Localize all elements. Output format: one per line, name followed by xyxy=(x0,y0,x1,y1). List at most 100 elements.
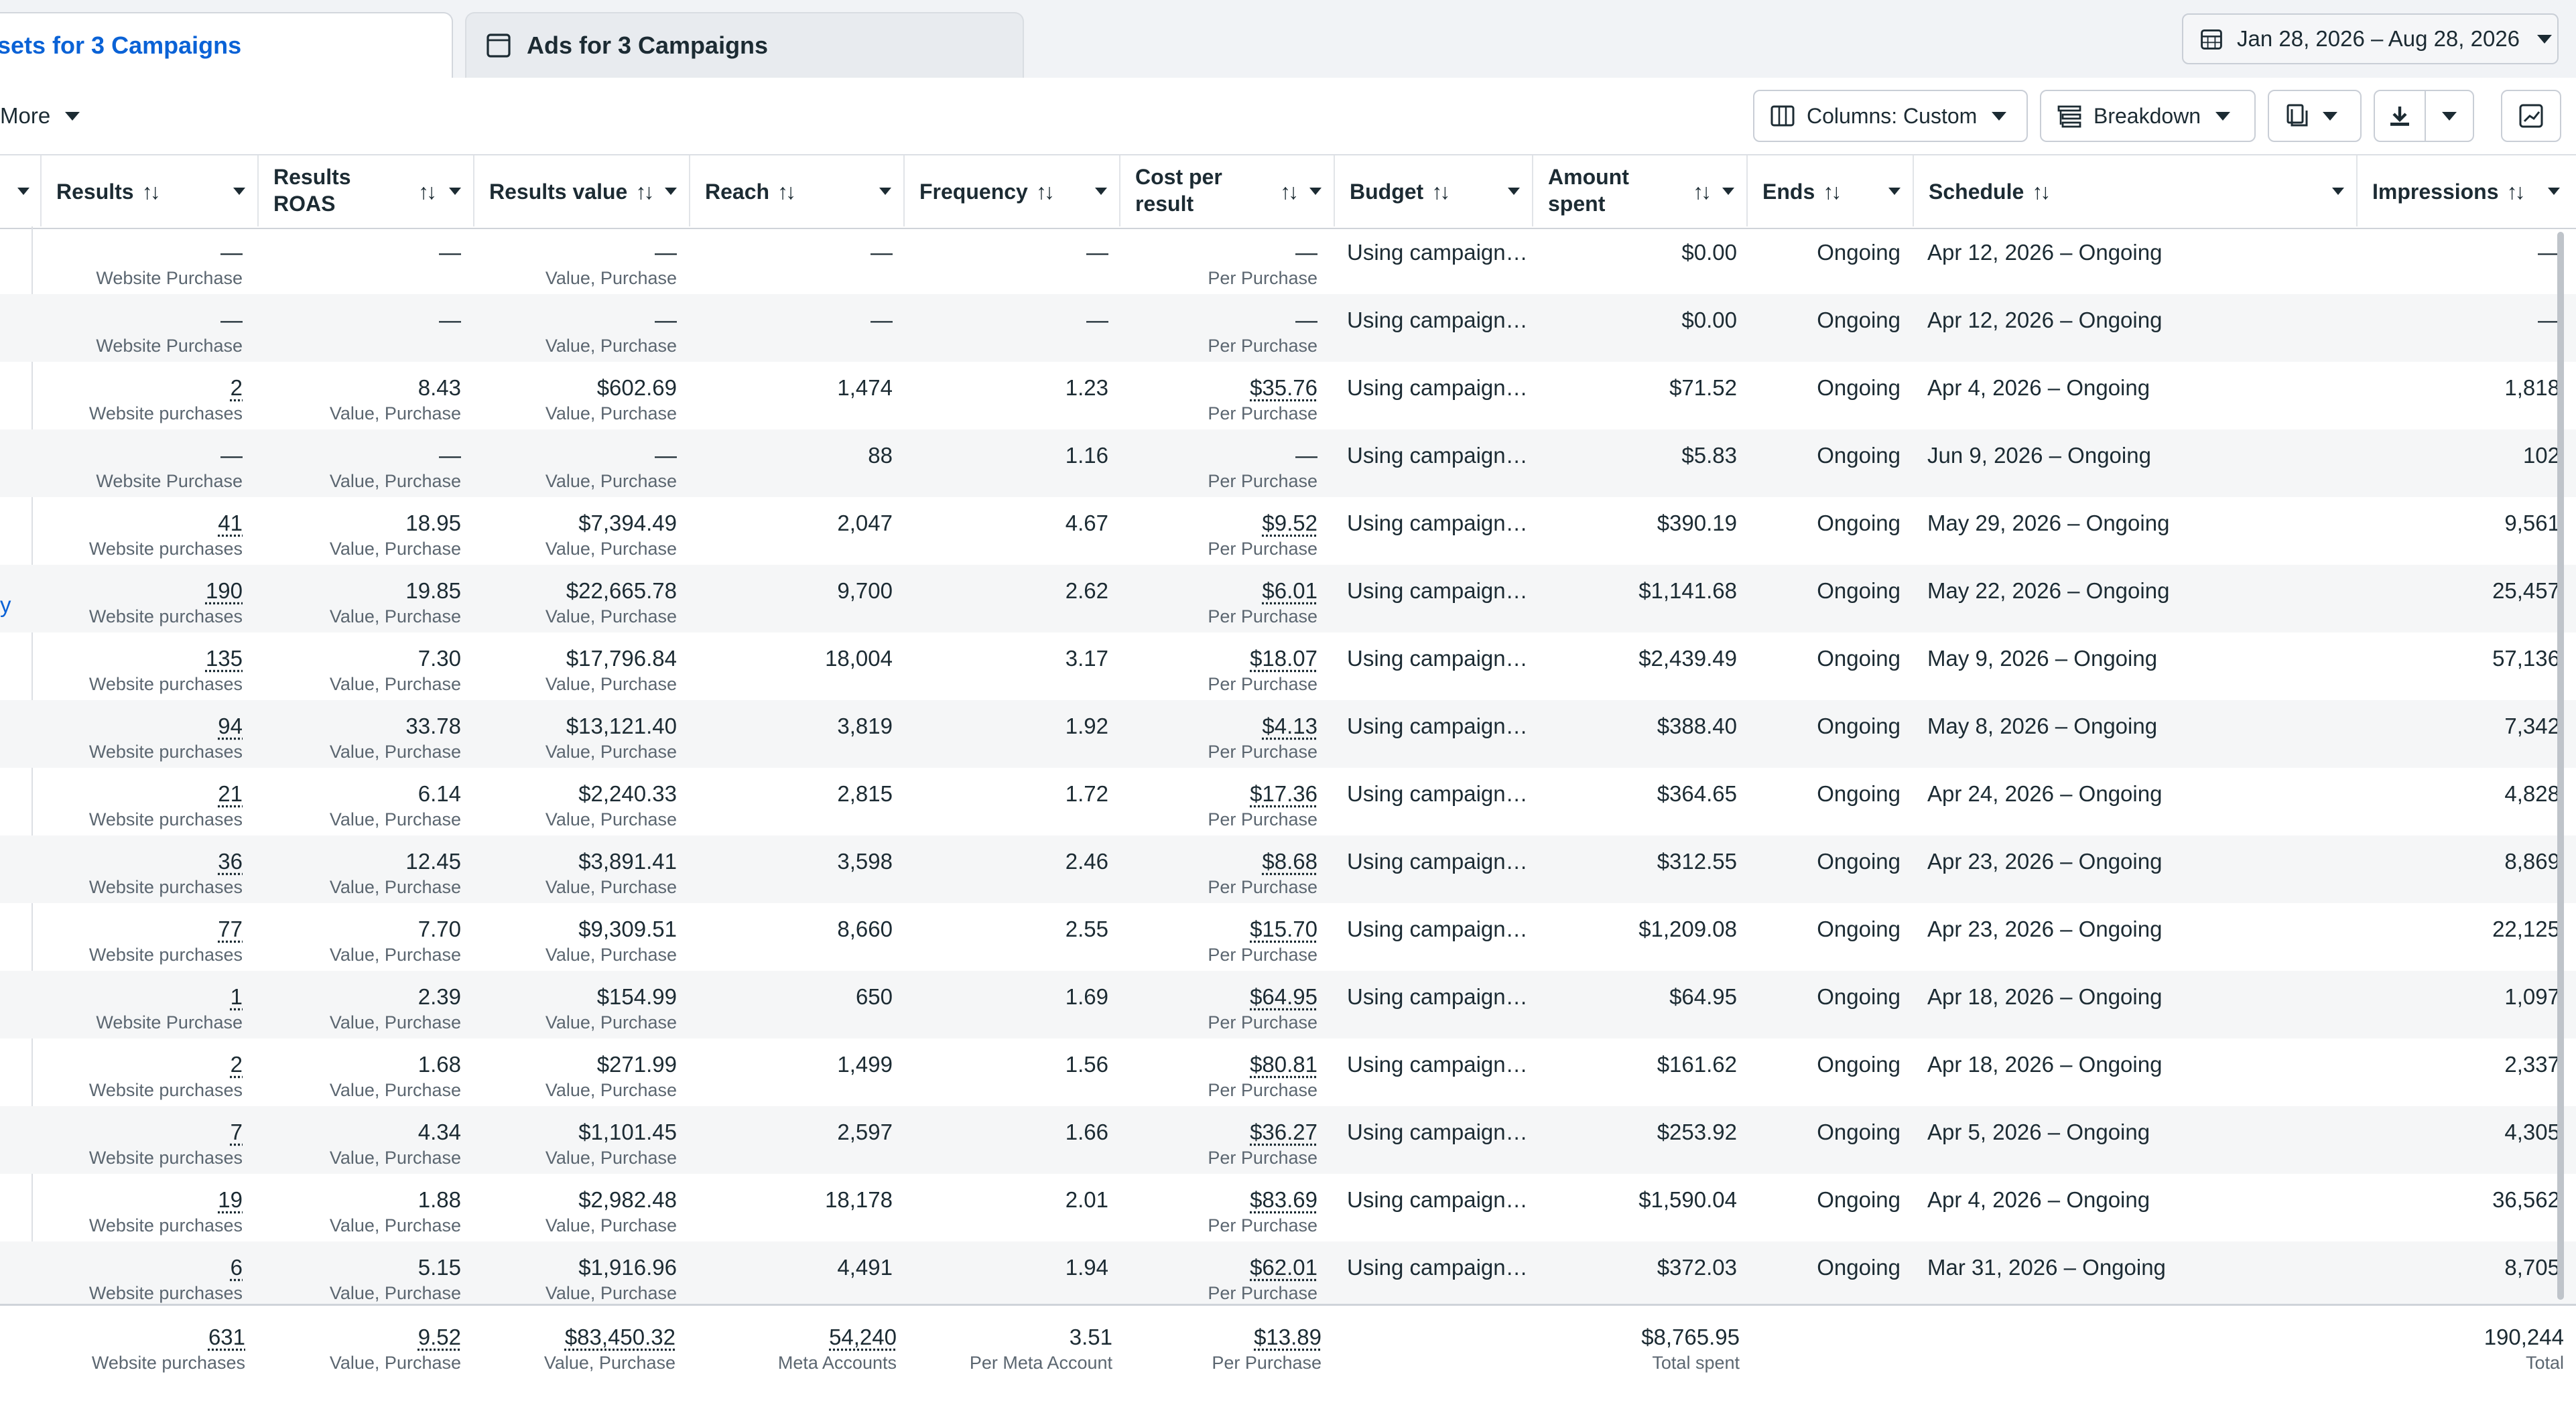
chevron-down-icon[interactable] xyxy=(879,188,891,195)
cell-budget[interactable]: Using campaign… xyxy=(1347,308,1528,332)
table-row[interactable]: — Website Purchase — — Value, Purchase — — — Per… xyxy=(0,294,2576,362)
columns-button[interactable]: Columns: Custom xyxy=(1753,90,2028,142)
cell-schedule[interactable]: Mar 31, 2026 – Ongoing xyxy=(1927,1255,2166,1280)
table-row[interactable]: 19 Website purchases 1.88 Value, Purchase $2… xyxy=(0,1174,2576,1241)
chevron-down-icon[interactable] xyxy=(233,188,245,195)
column-header-impressions[interactable]: Impressions ↑↓ xyxy=(2358,155,2576,226)
cell-schedule[interactable]: Jun 9, 2026 – Ongoing xyxy=(1927,443,2151,468)
cell-schedule[interactable]: Apr 4, 2026 – Ongoing xyxy=(1927,1187,2150,1212)
column-header-frequency[interactable]: Frequency ↑↓ xyxy=(905,155,1120,226)
sort-icon[interactable]: ↑↓ xyxy=(1823,180,1842,204)
cell-schedule[interactable]: Apr 23, 2026 – Ongoing xyxy=(1927,849,2163,874)
cell-schedule[interactable]: Apr 5, 2026 – Ongoing xyxy=(1927,1120,2150,1144)
chevron-down-icon[interactable] xyxy=(1722,188,1734,195)
table-row[interactable]: 41 Website purchases 18.95 Value, Purchase $… xyxy=(0,497,2576,565)
export-button[interactable] xyxy=(2374,90,2426,142)
breakdown-button[interactable]: Breakdown xyxy=(2040,90,2256,142)
sort-icon[interactable]: ↑↓ xyxy=(777,180,796,204)
column-header-results[interactable]: Results ↑↓ xyxy=(42,155,259,226)
date-range-picker[interactable]: Jan 28, 2026 – Aug 28, 2026 xyxy=(2182,13,2559,64)
chevron-down-icon[interactable] xyxy=(2548,188,2560,195)
cell-budget[interactable]: Using campaign… xyxy=(1347,1052,1528,1077)
table-row[interactable]: 2 Website purchases 8.43 Value, Purchase $60… xyxy=(0,362,2576,429)
chevron-down-icon[interactable] xyxy=(665,188,677,195)
column-header-reach[interactable]: Reach ↑↓ xyxy=(690,155,905,226)
sort-icon[interactable]: ↑↓ xyxy=(635,180,654,204)
cell-schedule[interactable]: May 8, 2026 – Ongoing xyxy=(1927,714,2158,738)
cell-budget[interactable]: Using campaign… xyxy=(1347,511,1528,535)
cell-budget[interactable]: Using campaign… xyxy=(1347,443,1528,468)
cell-budget[interactable]: Using campaign… xyxy=(1347,1255,1528,1280)
reports-button[interactable] xyxy=(2268,90,2362,142)
cell-budget[interactable]: Using campaign… xyxy=(1347,1120,1528,1144)
cell-budget[interactable]: Using campaign… xyxy=(1347,714,1528,738)
charts-button[interactable] xyxy=(2501,90,2561,142)
table-row[interactable]: 94 Website purchases 33.78 Value, Purchase $… xyxy=(0,700,2576,768)
table-row[interactable]: 135 Website purchases 7.30 Value, Purchase $… xyxy=(0,632,2576,700)
cell-freq: 1.72 xyxy=(1065,781,1108,806)
chevron-down-icon[interactable] xyxy=(1309,188,1322,195)
ad-set-name-link[interactable]: y xyxy=(0,592,11,617)
cell-budget[interactable]: Using campaign… xyxy=(1347,849,1528,874)
sort-icon[interactable]: ↑↓ xyxy=(418,180,437,204)
column-header-amount-spent[interactable]: Amount spent ↑↓ xyxy=(1533,155,1748,226)
cell-schedule[interactable]: Apr 18, 2026 – Ongoing xyxy=(1927,1052,2163,1077)
sort-icon[interactable]: ↑↓ xyxy=(1035,180,1055,204)
cell-schedule[interactable]: Apr 24, 2026 – Ongoing xyxy=(1927,781,2163,806)
table-row[interactable]: 21 Website purchases 6.14 Value, Purchase $2… xyxy=(0,768,2576,835)
cell-budget[interactable]: Using campaign… xyxy=(1347,984,1528,1009)
cell-budget[interactable]: Using campaign… xyxy=(1347,375,1528,400)
column-header-ends[interactable]: Ends ↑↓ xyxy=(1748,155,1914,226)
cell-budget[interactable]: Using campaign… xyxy=(1347,917,1528,941)
sort-icon[interactable]: ↑↓ xyxy=(2506,180,2526,204)
tab-ads[interactable]: Ads for 3 Campaigns xyxy=(465,12,1024,78)
cell-schedule[interactable]: Apr 4, 2026 – Ongoing xyxy=(1927,375,2150,400)
chevron-down-icon[interactable] xyxy=(1095,188,1107,195)
sort-icon[interactable]: ↑↓ xyxy=(1693,180,1712,204)
sort-icon[interactable]: ↑↓ xyxy=(1280,180,1299,204)
cell-budget[interactable]: Using campaign… xyxy=(1347,646,1528,671)
cell-results: 94 Website purchases xyxy=(88,714,243,762)
cell-schedule[interactable]: Apr 12, 2026 – Ongoing xyxy=(1927,308,2163,332)
chevron-down-icon[interactable] xyxy=(2332,188,2344,195)
sort-icon[interactable]: ↑↓ xyxy=(1431,180,1450,204)
cell-schedule[interactable]: Apr 23, 2026 – Ongoing xyxy=(1927,917,2163,941)
sort-icon[interactable]: ↑↓ xyxy=(2032,180,2051,204)
table-row[interactable]: — Website Purchase — Value, Purchase — Value,… xyxy=(0,429,2576,497)
column-header-schedule[interactable]: Schedule ↑↓ xyxy=(1914,155,2358,226)
column-header-cost-per-result[interactable]: Cost per result ↑↓ xyxy=(1120,155,1335,226)
cell-schedule[interactable]: Apr 18, 2026 – Ongoing xyxy=(1927,984,2163,1009)
cell-budget[interactable]: Using campaign… xyxy=(1347,781,1528,806)
cell-schedule[interactable]: May 29, 2026 – Ongoing xyxy=(1927,511,2170,535)
more-dropdown[interactable]: More xyxy=(0,103,80,129)
table-row[interactable]: — Website Purchase — — Value, Purchase — — — Per… xyxy=(0,226,2576,294)
table-row[interactable]: 6 Website purchases 5.15 Value, Purchase $1,… xyxy=(0,1241,2576,1309)
table-row[interactable]: 77 Website purchases 7.70 Value, Purchase $9… xyxy=(0,903,2576,971)
cell-results: — Website Purchase xyxy=(96,443,243,491)
table-row[interactable]: 2 Website purchases 1.68 Value, Purchase $27… xyxy=(0,1038,2576,1106)
table-row[interactable]: 1 Website Purchase 2.39 Value, Purchase $154… xyxy=(0,971,2576,1038)
chevron-down-icon[interactable] xyxy=(449,188,461,195)
table-row[interactable]: 7 Website purchases 4.34 Value, Purchase $1,… xyxy=(0,1106,2576,1174)
cell-schedule[interactable]: May 22, 2026 – Ongoing xyxy=(1927,578,2170,603)
table-row[interactable]: 36 Website purchases 12.45 Value, Purchase $… xyxy=(0,835,2576,903)
column-header-stub[interactable] xyxy=(0,155,42,226)
cell-budget[interactable]: Using campaign… xyxy=(1347,578,1528,603)
chevron-down-icon[interactable] xyxy=(1888,188,1901,195)
cell-spent: $312.55 xyxy=(1657,849,1737,874)
cell-budget[interactable]: Using campaign… xyxy=(1347,240,1528,265)
vertical-scrollbar[interactable] xyxy=(2557,232,2564,1300)
column-header-budget[interactable]: Budget ↑↓ xyxy=(1335,155,1533,226)
tab-ad-sets[interactable]: sets for 3 Campaigns xyxy=(0,12,453,78)
cell-schedule[interactable]: May 9, 2026 – Ongoing xyxy=(1927,646,2158,671)
sort-icon[interactable]: ↑↓ xyxy=(141,180,161,204)
export-dropdown[interactable] xyxy=(2425,90,2474,142)
cell-freq: 2.62 xyxy=(1065,578,1108,603)
column-header-results-value[interactable]: Results value ↑↓ xyxy=(474,155,690,226)
column-header-results-roas[interactable]: Results ROAS ↑↓ xyxy=(259,155,474,226)
table-row[interactable]: 190 Website purchases 19.85 Value, Purchase… xyxy=(0,565,2576,632)
cell-budget[interactable]: Using campaign… xyxy=(1347,1187,1528,1212)
cell-schedule[interactable]: Apr 12, 2026 – Ongoing xyxy=(1927,240,2163,265)
cell-freq: 2.55 xyxy=(1065,917,1108,941)
chevron-down-icon[interactable] xyxy=(1508,188,1520,195)
